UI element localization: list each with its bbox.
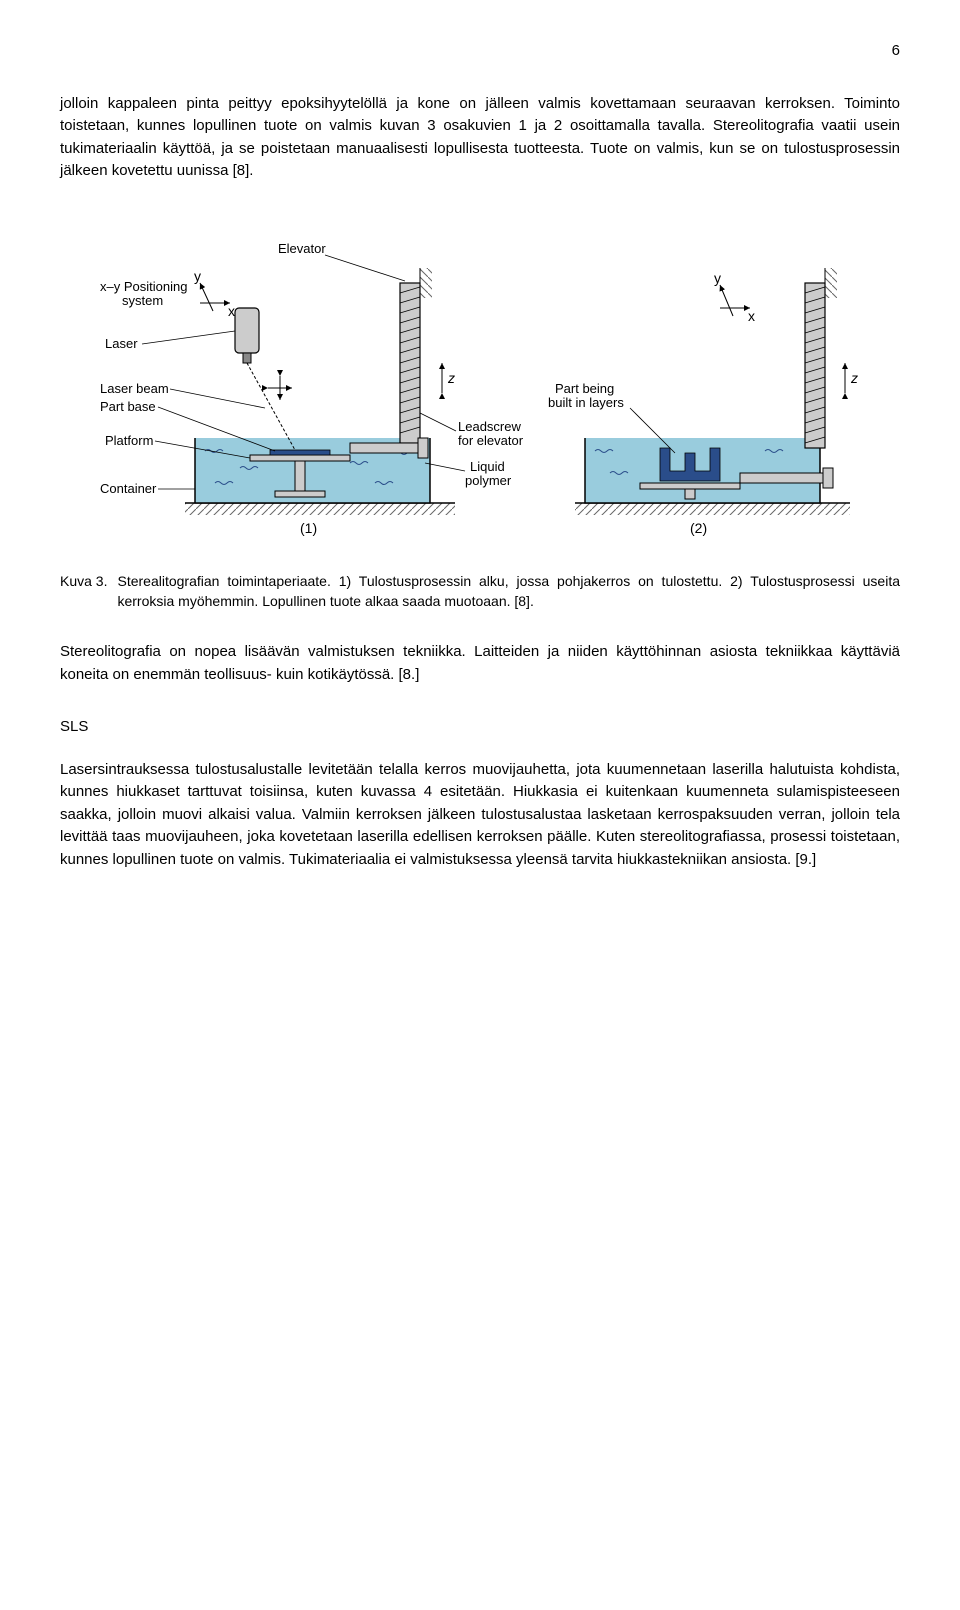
label-xy1: x–y Positioning — [100, 279, 187, 294]
svg-text:polymer: polymer — [465, 473, 512, 488]
svg-text:built in layers: built in layers — [548, 395, 624, 410]
label-platform: Platform — [105, 433, 153, 448]
svg-text:system: system — [122, 293, 163, 308]
svg-text:Liquid: Liquid — [470, 459, 505, 474]
svg-text:Part being: Part being — [555, 381, 614, 396]
label-liquid2: polymer — [465, 473, 512, 488]
axis-x-1: x — [228, 303, 235, 319]
label-leadscrew1: Leadscrew — [458, 419, 521, 434]
axis-x-2: x — [748, 308, 755, 324]
label-part-base: Part base — [100, 399, 156, 414]
diagram-svg: x y z Elevator x–y Positioning system La… — [100, 213, 860, 553]
label-laser-beam: Laser beam — [100, 381, 169, 396]
label-partbeing2: built in layers — [548, 395, 624, 410]
svg-text:x–y Positioning: x–y Positioning — [100, 279, 187, 294]
page-number: 6 — [60, 40, 900, 63]
label-container: Container — [100, 481, 157, 496]
caption-text: Sterealitografian toimintaperiaate. 1) T… — [117, 572, 900, 611]
label-xy2: system — [122, 293, 163, 308]
axis-y-2: y — [714, 270, 721, 286]
paragraph-1: jolloin kappaleen pinta peittyy epoksihy… — [60, 93, 900, 183]
panel-1-label: (1) — [300, 520, 317, 536]
svg-text:Leadscrew: Leadscrew — [458, 419, 521, 434]
label-laser: Laser — [105, 336, 138, 351]
caption-label: Kuva 3. — [60, 572, 107, 611]
figure-caption: Kuva 3. Sterealitografian toimintaperiaa… — [60, 572, 900, 611]
axis-z-1: z — [447, 370, 455, 386]
panel-2-label: (2) — [690, 520, 707, 536]
paragraph-2: Stereolitografia on nopea lisäävän valmi… — [60, 641, 900, 686]
label-leadscrew2: for elevator — [458, 433, 524, 448]
axis-z-2: z — [850, 370, 858, 386]
paragraph-3: Lasersintrauksessa tulostusalustalle lev… — [60, 759, 900, 872]
label-liquid1: Liquid — [470, 459, 505, 474]
subheading-sls: SLS — [60, 716, 900, 739]
label-elevator: Elevator — [278, 241, 326, 256]
label-partbeing1: Part being — [555, 381, 614, 396]
axis-y-1: y — [194, 268, 201, 284]
svg-text:for elevator: for elevator — [458, 433, 524, 448]
stereolithography-diagram: x y z Elevator x–y Positioning system La… — [60, 213, 900, 612]
